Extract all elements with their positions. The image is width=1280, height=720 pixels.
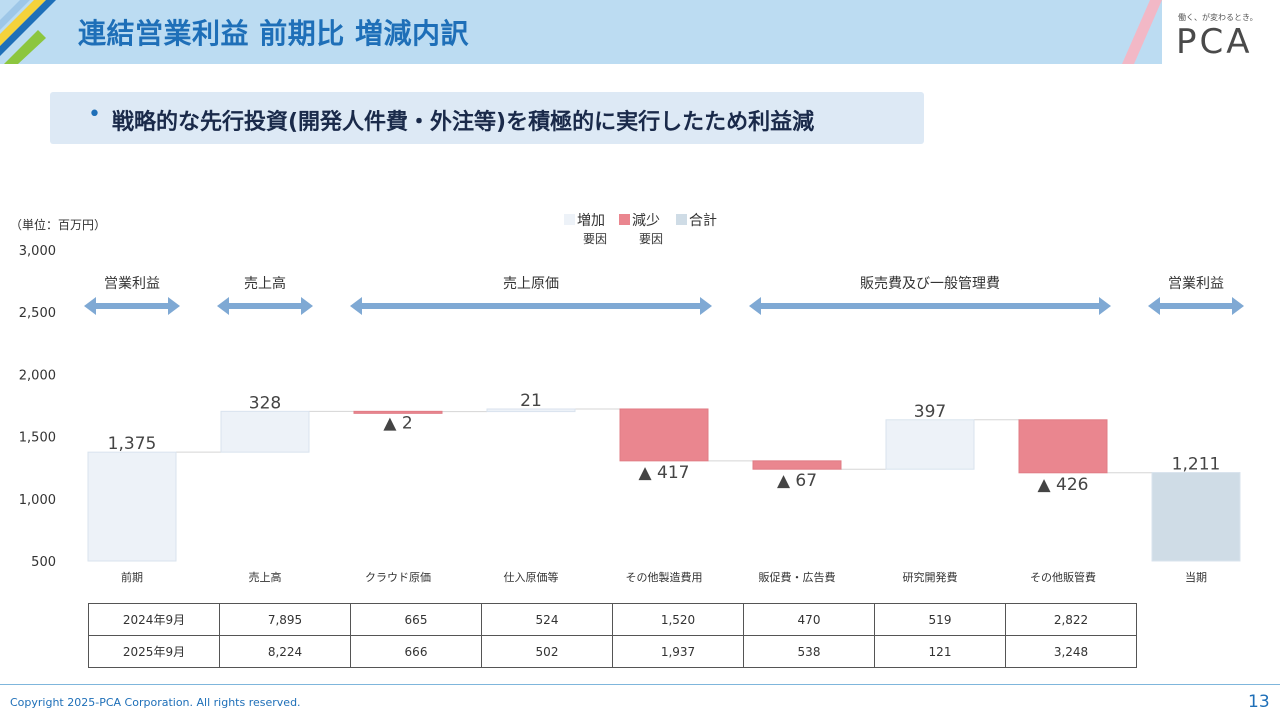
table-cell: 502 — [481, 635, 613, 668]
legend-sub-increase: 要因 — [583, 232, 608, 246]
waterfall-bar — [1151, 472, 1241, 562]
group-label: 営業利益 — [104, 276, 160, 292]
page-number: 13 — [1248, 692, 1270, 712]
group-arrow — [217, 297, 313, 315]
table-cell: 121 — [874, 635, 1006, 668]
y-tick-label: 1,000 — [19, 493, 56, 508]
waterfall-bar — [752, 460, 842, 470]
group-label: 営業利益 — [1168, 276, 1224, 292]
group-arrow — [350, 297, 712, 315]
group-label: 売上高 — [244, 275, 286, 292]
category-label: 前期 — [121, 570, 143, 584]
legend-sub-decrease: 要因 — [639, 232, 664, 246]
y-tick-label: 1,500 — [19, 431, 56, 446]
table-cell: 665 — [350, 603, 482, 636]
group-arrow — [1148, 297, 1244, 315]
data-label: ▲ 67 — [777, 471, 817, 491]
pca-logo: PCA — [1176, 22, 1253, 62]
table-row: 2025年9月 8,224 666 502 1,937 538 121 3,248 — [88, 635, 1137, 668]
unit-label: （単位：百万円） — [10, 218, 107, 232]
footer-divider — [0, 684, 1280, 685]
group-arrow — [749, 297, 1111, 315]
legend-label-decrease: 減少 — [632, 213, 660, 229]
key-message-callout: • 戦略的な先行投資(開発人件費・外注等)を積極的に実行したため利益減 — [50, 92, 924, 144]
table-cell: 7,895 — [219, 603, 351, 636]
row-label: 2025年9月 — [88, 635, 220, 668]
y-tick-label: 3,000 — [19, 244, 56, 259]
data-label: ▲ 417 — [639, 463, 690, 483]
data-label: 397 — [914, 402, 946, 422]
table-cell: 8,224 — [219, 635, 351, 668]
table-cell: 1,937 — [612, 635, 744, 668]
category-label: 売上高 — [249, 570, 282, 584]
category-label: クラウド原価 — [365, 571, 431, 584]
table-cell: 1,520 — [612, 603, 744, 636]
category-label: その他販管費 — [1030, 570, 1096, 584]
header: 連結営業利益 前期比 増減内訳 働く、が変わるとき。 PCA — [0, 0, 1280, 64]
waterfall-bar — [87, 451, 177, 562]
category-label: 販促費・広告費 — [759, 570, 836, 584]
data-label: 1,375 — [108, 434, 157, 454]
data-label: ▲ 2 — [383, 414, 412, 434]
table-cell: 524 — [481, 603, 613, 636]
legend-swatch-total — [676, 214, 687, 225]
category-label: その他製造費用 — [626, 570, 703, 584]
table-row: 2024年9月 7,895 665 524 1,520 470 519 2,822 — [88, 603, 1137, 636]
waterfall-bar — [220, 410, 310, 453]
data-label: ▲ 426 — [1038, 475, 1089, 495]
waterfall-bar — [619, 408, 709, 462]
waterfall-bar — [1018, 419, 1108, 474]
legend-swatch-decrease — [619, 214, 630, 225]
bullet-icon: • — [88, 102, 101, 127]
table-cell: 519 — [874, 603, 1006, 636]
table-cell: 470 — [743, 603, 875, 636]
table-cell: 2,822 — [1005, 603, 1137, 636]
waterfall-bar — [885, 419, 975, 470]
data-label: 1,211 — [1172, 455, 1221, 475]
row-label: 2024年9月 — [88, 603, 220, 636]
table-cell: 538 — [743, 635, 875, 668]
y-tick-label: 2,000 — [19, 368, 56, 383]
table-cell: 666 — [350, 635, 482, 668]
category-label: 仕入原価等 — [504, 570, 559, 584]
comparison-table: 2024年9月 7,895 665 524 1,520 470 519 2,822 2025年9… — [88, 603, 1137, 668]
pink-stripe-decoration — [1122, 0, 1162, 64]
y-tick-label: 500 — [31, 555, 56, 570]
copyright-text: Copyright 2025-PCA Corporation. All righ… — [10, 696, 301, 709]
corner-decoration — [0, 0, 56, 64]
logo-tagline: 働く、が変わるとき。 — [1178, 13, 1258, 22]
legend-label-increase: 増加 — [577, 213, 605, 229]
table-cell: 3,248 — [1005, 635, 1137, 668]
y-tick-label: 2,500 — [19, 306, 56, 321]
waterfall-chart: 500 1,000 1,500 2,000 2,500 3,000 1,375 前期 328 売上… — [19, 244, 1244, 584]
data-label: 328 — [249, 393, 281, 413]
legend-swatch-increase — [564, 214, 575, 225]
category-label: 研究開発費 — [903, 570, 958, 584]
key-message-text: 戦略的な先行投資(開発人件費・外注等)を積極的に実行したため利益減 — [112, 110, 815, 135]
header-band — [0, 0, 1162, 64]
data-label: 21 — [520, 391, 542, 411]
waterfall-bar — [486, 408, 576, 413]
group-label: 売上原価 — [503, 276, 559, 292]
category-label: 当期 — [1185, 570, 1207, 584]
waterfall-bar — [353, 410, 443, 414]
group-arrow — [84, 297, 180, 315]
page-title: 連結営業利益 前期比 増減内訳 — [78, 17, 469, 50]
group-label: 販売費及び一般管理費 — [860, 276, 1000, 292]
legend-label-total: 合計 — [689, 213, 717, 229]
